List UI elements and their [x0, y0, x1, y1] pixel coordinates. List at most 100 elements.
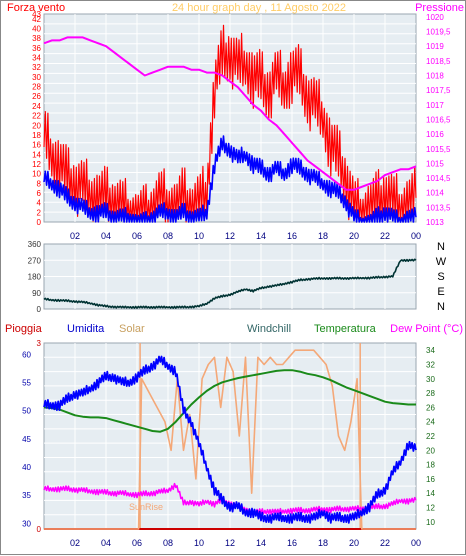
- wind-y-tick-label: 30: [32, 73, 41, 82]
- humidity-line: [43, 355, 417, 524]
- wind-y-tick-label: 0: [37, 218, 42, 227]
- direction-series: [43, 258, 417, 309]
- x-tick-label: 08: [163, 231, 173, 241]
- wind-axis-label: Forza vento: [7, 2, 65, 14]
- wind-y-tick-label: 18: [32, 131, 41, 140]
- pressure-y-tick-label: 1015,5: [426, 145, 451, 154]
- x-tick-label: 20: [349, 538, 359, 548]
- wind-y-tick-label: 6: [37, 189, 42, 198]
- wind-y-tick-label: 40: [32, 25, 41, 34]
- direction-y-tick-label: 360: [28, 240, 42, 249]
- x-tick-label: 00: [411, 231, 421, 241]
- x-tick-label: 06: [132, 538, 142, 548]
- x-tick-label: 22: [380, 538, 390, 548]
- temperature-y-tick-label: 18: [426, 461, 435, 470]
- humidity-y-tick-label: 55: [22, 378, 31, 387]
- wind-series: [43, 24, 417, 223]
- wind-y-tick-label: 38: [32, 34, 41, 43]
- temperature-x-axis: 02 04 06 08 10 12 14 16 18 20 22 00: [70, 538, 421, 548]
- temperature-y-tick-label: 20: [426, 446, 435, 455]
- x-tick-label: 10: [194, 231, 204, 241]
- humidity-y-tick-label: 50: [22, 407, 31, 416]
- x-tick-label: 00: [411, 538, 421, 548]
- windchill-label: Windchill: [247, 323, 291, 335]
- pressure-y-tick-label: 1016: [426, 130, 444, 139]
- wind-y-tick-label: 4: [37, 199, 42, 208]
- humidity-y-tick-label: 30: [22, 519, 31, 528]
- x-tick-label: 10: [194, 538, 204, 548]
- temperature-y-tick-label: 12: [426, 504, 435, 513]
- dewpoint-label: Dew Point (°C): [390, 323, 463, 335]
- temperature-y-tick-label: 28: [426, 389, 435, 398]
- x-tick-label: 20: [349, 231, 359, 241]
- pressure-y-tick-label: 1017,5: [426, 86, 451, 95]
- humidity-y-tick-label: 35: [22, 491, 31, 500]
- x-tick-label: 08: [163, 538, 173, 548]
- temperature-series: [43, 343, 417, 530]
- temperature-y-tick-label: 30: [426, 375, 435, 384]
- temperature-y-tick-label: 14: [426, 489, 435, 498]
- direction-grid: [44, 244, 416, 309]
- humidity-label: Umidita: [67, 323, 105, 335]
- rain-label: Pioggia: [5, 323, 43, 335]
- wind-y-tick-label: 10: [32, 170, 41, 179]
- temperature-y-tick-label: 24: [426, 418, 435, 427]
- pressure-axis-label: Pressione: [415, 2, 464, 14]
- x-tick-label: 14: [256, 538, 266, 548]
- pressure-y-tick-label: 1014,5: [426, 174, 451, 183]
- x-tick-label: 02: [70, 538, 80, 548]
- temperature-y-tick-label: 34: [426, 346, 435, 355]
- compass-label: N: [437, 241, 445, 253]
- pressure-y-tick-label: 1019: [426, 42, 444, 51]
- direction-y-tick-label: 270: [28, 256, 42, 265]
- pressure-y-tick-label: 1014: [426, 189, 444, 198]
- pressure-y-tick-label: 1019,5: [426, 28, 451, 37]
- pressure-y-tick-label: 1013,5: [426, 203, 451, 212]
- direction-y-tick-label: 90: [32, 289, 41, 298]
- wind-y-tick-label: 20: [32, 121, 41, 130]
- humidity-y-tick-label: 40: [22, 463, 31, 472]
- wind-panel: 02 04 06 08 10 12 14 16 18 20 22 00 024681012141618…: [7, 2, 464, 241]
- x-tick-label: 04: [101, 231, 111, 241]
- pressure-y-tick-label: 1016,5: [426, 115, 451, 124]
- wind-average-line: [43, 135, 417, 223]
- humidity-y-tick-label: 60: [22, 350, 31, 359]
- x-tick-label: 12: [225, 538, 235, 548]
- compass-label: S: [437, 271, 444, 283]
- pressure-y-tick-label: 1018,5: [426, 57, 451, 66]
- x-tick-label: 16: [287, 538, 297, 548]
- pressure-line: [43, 36, 417, 191]
- rain-y-tick-label: 3: [37, 339, 42, 348]
- temperature-y-tick-label: 10: [426, 518, 435, 527]
- wind-y-tick-label: 42: [32, 15, 41, 24]
- temperature-y-axis: 10 12 14 16 18 20 22 24 26 28 30 32 34: [426, 346, 435, 527]
- wind-y-tick-label: 32: [32, 63, 41, 72]
- rain-y-axis: 03: [37, 339, 42, 534]
- x-tick-label: 16: [287, 231, 297, 241]
- temperature-line: [43, 369, 416, 433]
- temperature-grid: [44, 343, 416, 529]
- wind-y-tick-label: 28: [32, 83, 41, 92]
- direction-y-tick-label: 180: [28, 273, 42, 282]
- compass-label: W: [436, 256, 447, 268]
- wind-y-tick-label: 22: [32, 112, 41, 121]
- direction-y-tick-label: 0: [37, 305, 42, 314]
- solar-line: [44, 349, 416, 530]
- wind-y-axis-right: 1013 1013,5 1014 1014,5 1015 1015,5 1016 1016,5…: [426, 13, 451, 227]
- temperature-y-tick-label: 16: [426, 475, 435, 484]
- x-tick-label: 06: [132, 231, 142, 241]
- wind-y-axis-left: 0246810121416182022242628303234363840424…: [32, 10, 41, 227]
- temperature-y-tick-label: 26: [426, 403, 435, 412]
- wind-y-tick-label: 36: [32, 44, 41, 53]
- wind-y-tick-label: 12: [32, 160, 41, 169]
- pressure-y-tick-label: 1018: [426, 72, 444, 81]
- humidity-y-tick-label: 45: [22, 435, 31, 444]
- direction-y-axis-left: 0 90 180 270 360: [28, 240, 42, 314]
- wind-y-tick-label: 2: [37, 208, 42, 217]
- x-tick-label: 18: [318, 231, 328, 241]
- compass-label: E: [437, 286, 444, 298]
- wind-y-tick-label: 8: [37, 179, 42, 188]
